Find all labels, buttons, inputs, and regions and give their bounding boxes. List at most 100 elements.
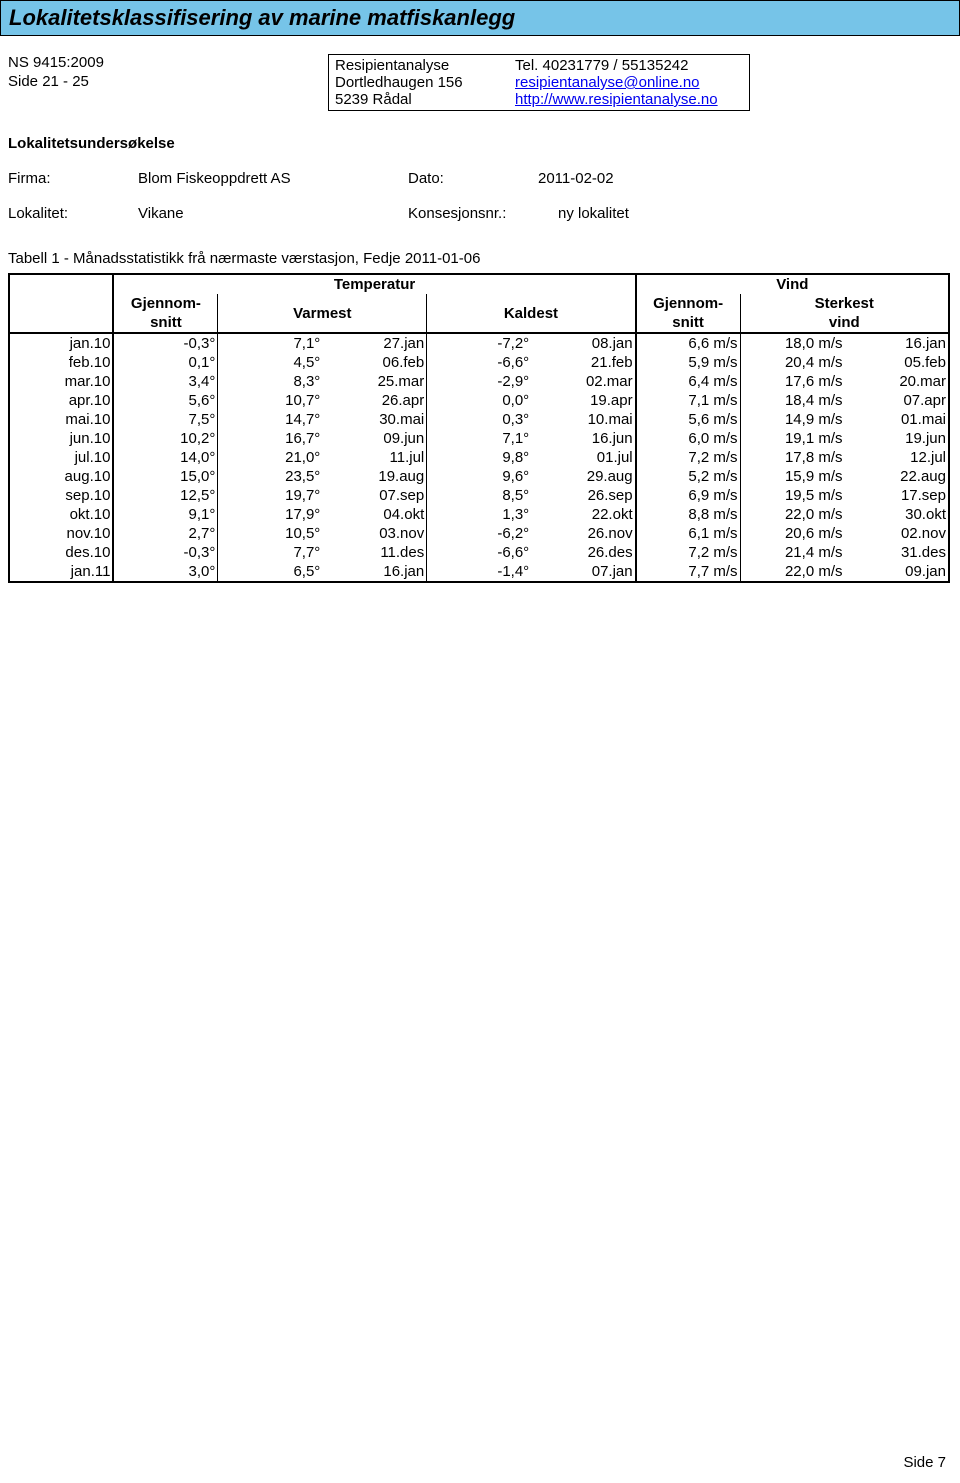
cell-cold: -2,9°: [427, 372, 531, 391]
th-wgjennom-a: Gjennom-: [636, 294, 740, 313]
cell-warm-date: 27.jan: [322, 333, 426, 353]
cell-wind-day: 09.jan: [845, 562, 950, 582]
cell-wind-avg: 5,9 m/s: [636, 353, 740, 372]
cell-wind-avg: 5,6 m/s: [636, 410, 740, 429]
dato-label: Dato:: [408, 170, 538, 187]
cell-cold: 8,5°: [427, 486, 531, 505]
firma-value: Blom Fiskeoppdrett AS: [138, 170, 408, 187]
company-email-link[interactable]: resipientanalyse@online.no: [515, 74, 700, 91]
cell-warm: 23,5°: [218, 467, 322, 486]
th-temperatur: Temperatur: [113, 274, 635, 294]
cell-wind-day: 17.sep: [845, 486, 950, 505]
cell-temp-avg: -0,3°: [113, 333, 217, 353]
cell-wind-avg: 7,2 m/s: [636, 543, 740, 562]
cell-cold-date: 01.jul: [531, 448, 635, 467]
cell-temp-avg: 7,5°: [113, 410, 217, 429]
left-ref-column: NS 9415:2009 Side 21 - 25: [8, 54, 328, 111]
cell-wind-max: 19,5 m/s: [740, 486, 844, 505]
cell-month: apr.10: [9, 391, 113, 410]
cell-warm: 4,5°: [218, 353, 322, 372]
cell-month: nov.10: [9, 524, 113, 543]
cell-wind-max: 20,6 m/s: [740, 524, 844, 543]
cell-wind-max: 14,9 m/s: [740, 410, 844, 429]
cell-month: aug.10: [9, 467, 113, 486]
table-row: jan.113,0°6,5°16.jan-1,4°07.jan7,7 m/s22…: [9, 562, 949, 582]
cell-wind-day: 05.feb: [845, 353, 950, 372]
cell-month: mar.10: [9, 372, 113, 391]
cell-wind-avg: 5,2 m/s: [636, 467, 740, 486]
standard-ref: NS 9415:2009: [8, 54, 328, 71]
cell-temp-avg: 14,0°: [113, 448, 217, 467]
cell-cold-date: 16.jun: [531, 429, 635, 448]
cell-wind-avg: 8,8 m/s: [636, 505, 740, 524]
cell-temp-avg: 2,7°: [113, 524, 217, 543]
cell-cold: -6,6°: [427, 353, 531, 372]
table-row: mai.107,5°14,7°30.mai0,3°10.mai5,6 m/s14…: [9, 410, 949, 429]
lokalitet-value: Vikane: [138, 205, 408, 222]
cell-warm-date: 30.mai: [322, 410, 426, 429]
konsesjon-value: ny lokalitet: [558, 205, 828, 222]
cell-wind-max: 17,6 m/s: [740, 372, 844, 391]
cell-wind-day: 12.jul: [845, 448, 950, 467]
cell-warm-date: 06.feb: [322, 353, 426, 372]
cell-cold: -7,2°: [427, 333, 531, 353]
company-address2: 5239 Rådal: [335, 91, 503, 108]
cell-cold: -1,4°: [427, 562, 531, 582]
table-caption: Tabell 1 - Månadsstatistikk frå nærmaste…: [0, 250, 960, 267]
table-row: jul.1014,0°21,0°11.jul9,8°01.jul7,2 m/s1…: [9, 448, 949, 467]
cell-wind-avg: 6,6 m/s: [636, 333, 740, 353]
cell-cold-date: 26.sep: [531, 486, 635, 505]
cell-month: feb.10: [9, 353, 113, 372]
cell-wind-max: 18,0 m/s: [740, 333, 844, 353]
page-header-title: Lokalitetsklassifisering av marine matfi…: [9, 5, 515, 30]
cell-month: jan.10: [9, 333, 113, 353]
cell-wind-day: 19.jun: [845, 429, 950, 448]
cell-temp-avg: 3,0°: [113, 562, 217, 582]
top-info-block: NS 9415:2009 Side 21 - 25 Resipientanaly…: [0, 54, 960, 111]
cell-warm: 7,7°: [218, 543, 322, 562]
cell-cold: 0,3°: [427, 410, 531, 429]
cell-warm: 17,9°: [218, 505, 322, 524]
page-footer: Side 7: [903, 1454, 946, 1471]
cell-cold-date: 26.des: [531, 543, 635, 562]
cell-warm-date: 16.jan: [322, 562, 426, 582]
contact-box: Resipientanalyse Dortledhaugen 156 5239 …: [328, 54, 750, 111]
cell-temp-avg: 9,1°: [113, 505, 217, 524]
th-vind: Vind: [636, 274, 949, 294]
cell-warm: 16,7°: [218, 429, 322, 448]
table-row: des.10-0,3°7,7°11.des-6,6°26.des7,2 m/s2…: [9, 543, 949, 562]
cell-wind-max: 19,1 m/s: [740, 429, 844, 448]
th-snitt: snitt: [113, 313, 217, 333]
table-row: aug.1015,0°23,5°19.aug9,6°29.aug5,2 m/s1…: [9, 467, 949, 486]
th-varmest: Varmest: [218, 294, 427, 333]
cell-cold-date: 08.jan: [531, 333, 635, 353]
cell-temp-avg: 5,6°: [113, 391, 217, 410]
cell-warm: 6,5°: [218, 562, 322, 582]
cell-month: mai.10: [9, 410, 113, 429]
cell-cold-date: 29.aug: [531, 467, 635, 486]
cell-wind-max: 15,9 m/s: [740, 467, 844, 486]
cell-wind-day: 16.jan: [845, 333, 950, 353]
company-website-link[interactable]: http://www.resipientanalyse.no: [515, 91, 718, 108]
cell-wind-day: 02.nov: [845, 524, 950, 543]
cell-warm-date: 19.aug: [322, 467, 426, 486]
company-address1: Dortledhaugen 156: [335, 74, 503, 91]
cell-wind-avg: 6,4 m/s: [636, 372, 740, 391]
cell-cold: 9,6°: [427, 467, 531, 486]
cell-wind-day: 31.des: [845, 543, 950, 562]
cell-warm: 14,7°: [218, 410, 322, 429]
cell-cold: 9,8°: [427, 448, 531, 467]
cell-wind-day: 07.apr: [845, 391, 950, 410]
cell-wind-max: 18,4 m/s: [740, 391, 844, 410]
page-range: Side 21 - 25: [8, 73, 328, 90]
cell-warm-date: 26.apr: [322, 391, 426, 410]
cell-temp-avg: 10,2°: [113, 429, 217, 448]
cell-month: okt.10: [9, 505, 113, 524]
cell-temp-avg: 15,0°: [113, 467, 217, 486]
cell-warm-date: 03.nov: [322, 524, 426, 543]
cell-warm-date: 11.jul: [322, 448, 426, 467]
cell-warm-date: 11.des: [322, 543, 426, 562]
th-month: [9, 274, 113, 333]
cell-wind-day: 30.okt: [845, 505, 950, 524]
cell-wind-max: 21,4 m/s: [740, 543, 844, 562]
